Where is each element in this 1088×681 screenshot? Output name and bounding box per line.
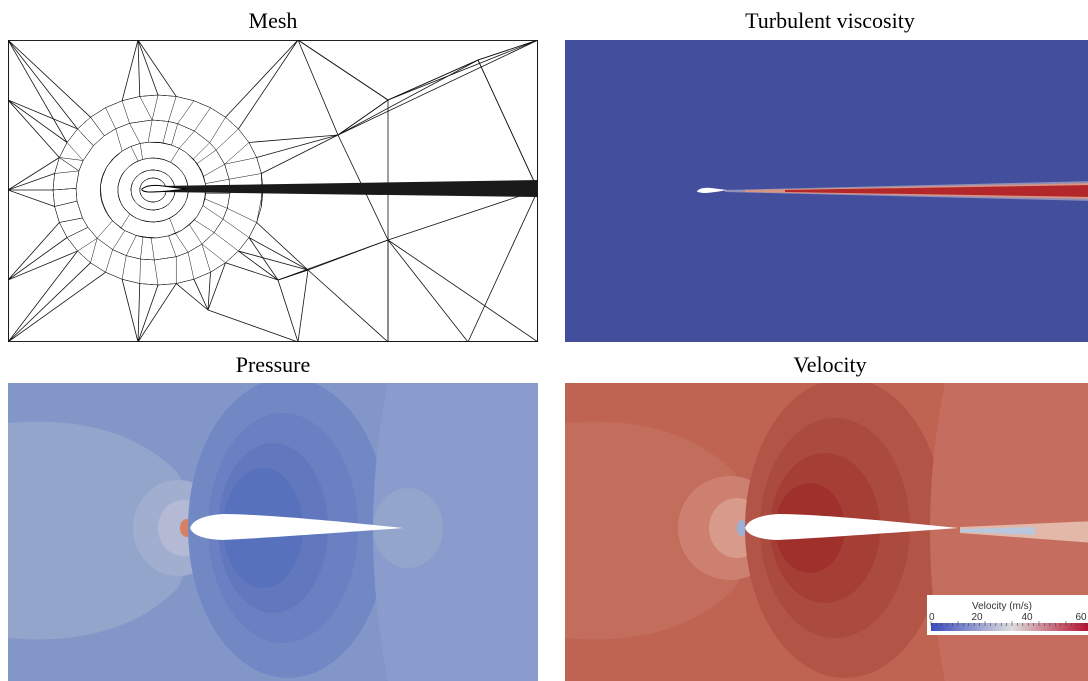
velocity-contour-left-outer — [565, 421, 750, 640]
mesh-panel — [8, 40, 538, 342]
colorbar-gradient — [931, 623, 1088, 631]
mesh-wake-band — [158, 180, 538, 197]
mesh-title: Mesh — [248, 8, 298, 33]
velocity-wake-core — [960, 527, 1035, 535]
pressure-title: Pressure — [235, 352, 311, 377]
pressure-contour-trailing — [373, 488, 443, 568]
pressure-contour-right — [373, 383, 538, 681]
mesh-airfoil — [141, 184, 187, 193]
turbulent-viscosity-panel — [565, 40, 1088, 342]
colorbar-tick-0: 0 — [929, 612, 935, 623]
colorbar-title: Velocity (m/s) — [972, 601, 1032, 612]
colorbar-tick-60: 60 — [1075, 612, 1087, 623]
velocity-panel: Velocity (m/s) 0 20 40 60 — [565, 383, 1088, 681]
viscosity-wake-core — [785, 185, 1088, 197]
mesh-plot — [8, 40, 538, 342]
velocity-stagnation-point — [737, 520, 747, 536]
velocity-airfoil — [745, 514, 958, 540]
velocity-title: Velocity — [793, 352, 867, 377]
pressure-contour-left-outer — [8, 421, 193, 640]
pressure-airfoil — [190, 514, 403, 540]
pressure-plot — [8, 383, 538, 681]
turbulent-viscosity-title: Turbulent viscosity — [745, 8, 915, 33]
velocity-plot: Velocity (m/s) 0 20 40 60 — [565, 383, 1088, 681]
turbulent-viscosity-plot — [565, 40, 1088, 342]
colorbar-tick-20: 20 — [971, 612, 983, 623]
pressure-panel — [8, 383, 538, 681]
viscosity-airfoil — [696, 187, 727, 193]
velocity-colorbar: Velocity (m/s) 0 20 40 60 — [927, 595, 1088, 635]
colorbar-tick-40: 40 — [1021, 612, 1033, 623]
